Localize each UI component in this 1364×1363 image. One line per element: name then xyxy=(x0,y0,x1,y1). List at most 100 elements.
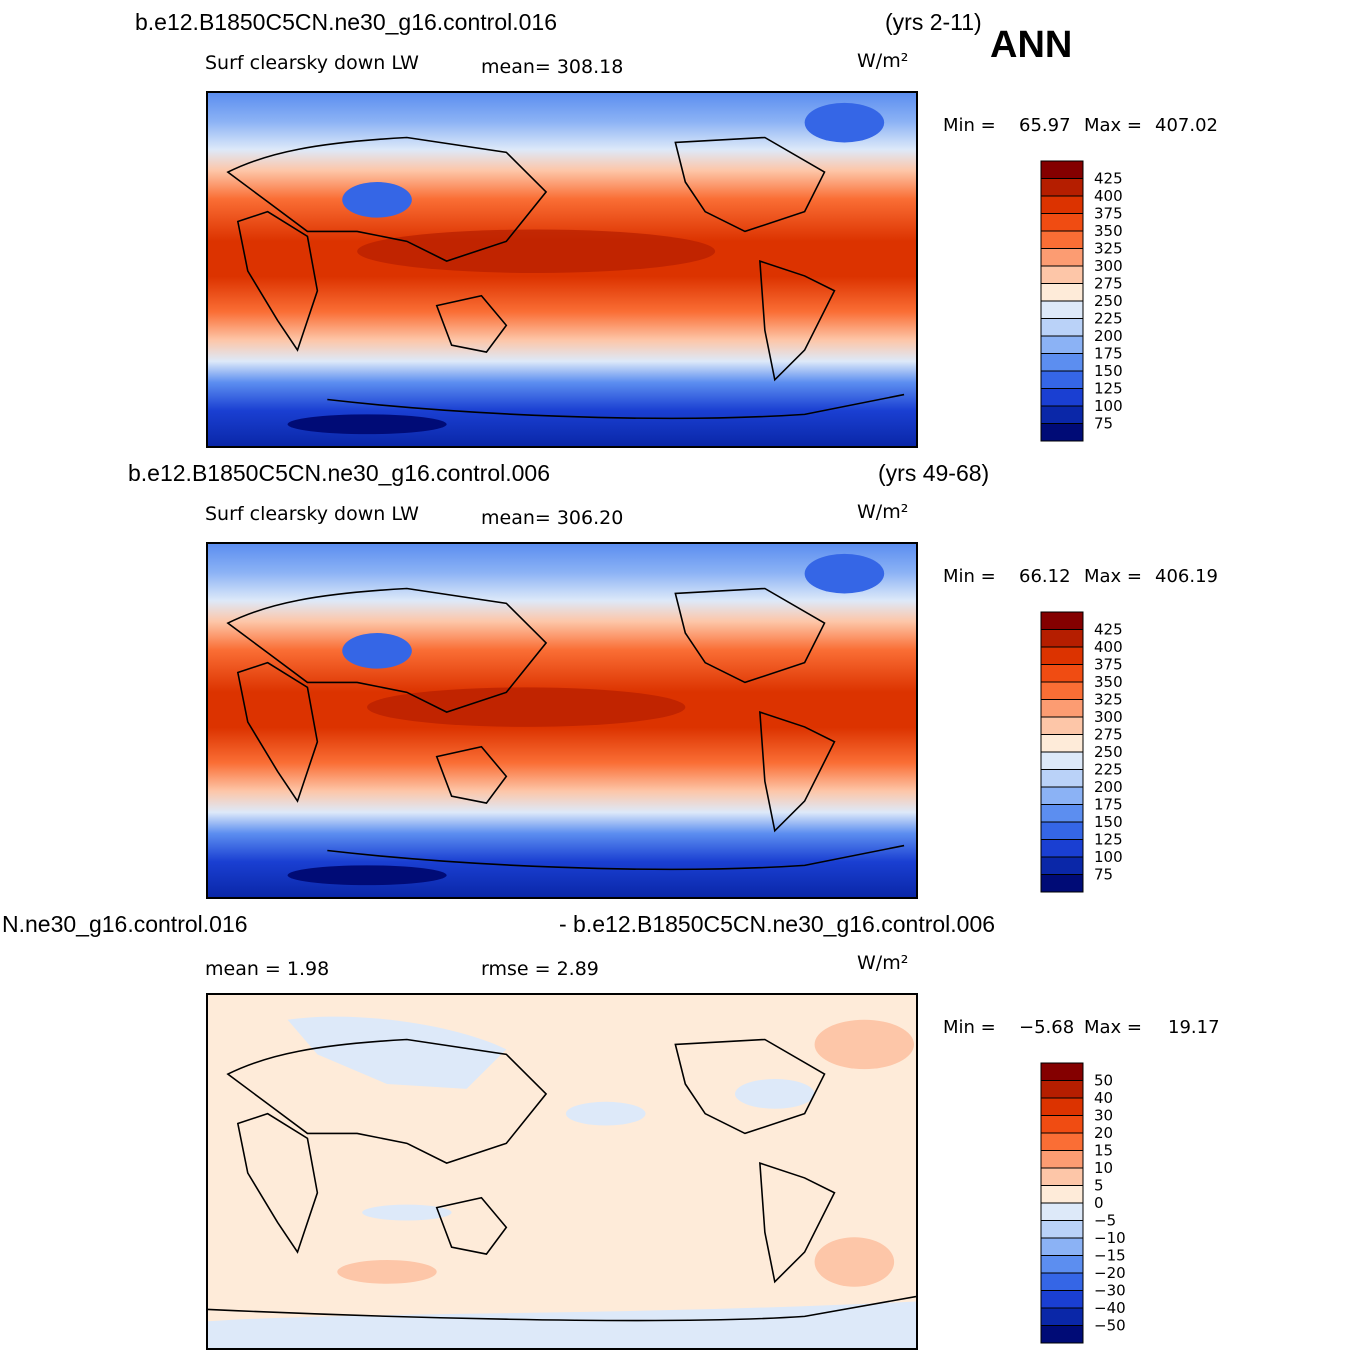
panel2-map xyxy=(206,542,918,899)
colorbar-box xyxy=(1040,716,1084,735)
colorbar-tick-label: 275 xyxy=(1094,726,1123,744)
colorbar-box xyxy=(1040,646,1084,665)
panel3-case-title-left: N.ne30_g16.control.016 xyxy=(2,911,248,937)
panel1-min-label: Min = xyxy=(943,115,996,136)
colorbar-box xyxy=(1040,1255,1084,1274)
colorbar-box xyxy=(1040,1097,1084,1116)
panel3-units: W/m² xyxy=(857,952,909,974)
colorbar-box xyxy=(1040,664,1084,683)
colorbar-tick-label: 20 xyxy=(1094,1124,1113,1142)
colorbar-box xyxy=(1040,699,1084,718)
panel3-rmse: rmse = 2.89 xyxy=(481,958,599,980)
colorbar-tick-label: −30 xyxy=(1094,1282,1126,1300)
colorbar-box xyxy=(1040,856,1084,875)
colorbar-tick-label: −15 xyxy=(1094,1247,1126,1265)
colorbar-box xyxy=(1040,1150,1084,1169)
colorbar-tick-label: 375 xyxy=(1094,656,1123,674)
colorbar-box xyxy=(1040,335,1084,354)
colorbar-tick-label: 300 xyxy=(1094,708,1123,726)
panel3-min-label: Min = xyxy=(943,1017,996,1038)
panel3-max-value: 19.17 xyxy=(1168,1017,1220,1038)
colorbar-box xyxy=(1040,405,1084,424)
panel2-case-title: b.e12.B1850C5CN.ne30_g16.control.006 xyxy=(128,460,550,486)
colorbar-box xyxy=(1040,230,1084,249)
panel3-map xyxy=(206,993,918,1350)
colorbar-box xyxy=(1040,195,1084,214)
colorbar-box xyxy=(1040,804,1084,823)
colorbar-box xyxy=(1040,1307,1084,1326)
panel2-max-value: 406.19 xyxy=(1155,566,1218,587)
panel2-variable: Surf clearsky down LW xyxy=(205,503,419,525)
panel1-max-value: 407.02 xyxy=(1155,115,1218,136)
colorbar-tick-label: −40 xyxy=(1094,1299,1126,1317)
colorbar-box xyxy=(1040,1272,1084,1291)
colorbar-box xyxy=(1040,821,1084,840)
colorbar-box xyxy=(1040,248,1084,267)
colorbar-box xyxy=(1040,160,1084,179)
colorbar-box xyxy=(1040,839,1084,858)
colorbar-tick-label: 15 xyxy=(1094,1142,1113,1160)
colorbar-box xyxy=(1040,283,1084,302)
colorbar-tick-label: 275 xyxy=(1094,275,1123,293)
colorbar-tick-label: 150 xyxy=(1094,813,1123,831)
colorbar-box xyxy=(1040,388,1084,407)
colorbar-tick-label: 250 xyxy=(1094,743,1123,761)
colorbar-tick-label: 350 xyxy=(1094,222,1123,240)
colorbar-box xyxy=(1040,734,1084,753)
colorbar-tick-label: 225 xyxy=(1094,761,1123,779)
panel2-colorbar: 4254003753503253002752502252001751501251… xyxy=(1040,611,1123,893)
colorbar-tick-label: 325 xyxy=(1094,240,1123,258)
colorbar-box xyxy=(1040,1220,1084,1239)
colorbar-tick-label: 400 xyxy=(1094,187,1123,205)
panel2-min-label: Min = xyxy=(943,566,996,587)
colorbar-box xyxy=(1040,318,1084,337)
colorbar-box xyxy=(1040,1202,1084,1221)
panel1-colorbar: 4254003753503253002752502252001751501251… xyxy=(1040,160,1123,442)
colorbar-tick-label: 30 xyxy=(1094,1107,1113,1125)
panel2-mean: mean= 306.20 xyxy=(481,507,624,529)
colorbar-box xyxy=(1040,1132,1084,1151)
colorbar-box xyxy=(1040,629,1084,648)
colorbar-tick-label: 200 xyxy=(1094,327,1123,345)
colorbar-tick-label: 0 xyxy=(1094,1194,1104,1212)
colorbar-tick-label: 75 xyxy=(1094,866,1113,884)
colorbar-tick-label: 325 xyxy=(1094,691,1123,709)
colorbar-tick-label: 175 xyxy=(1094,796,1123,814)
colorbar-box xyxy=(1040,681,1084,700)
colorbar-tick-label: 175 xyxy=(1094,345,1123,363)
colorbar-box xyxy=(1040,874,1084,893)
colorbar-tick-label: 50 xyxy=(1094,1072,1113,1090)
season-label: ANN xyxy=(990,24,1073,66)
colorbar-tick-label: 400 xyxy=(1094,638,1123,656)
panel1-max-label: Max = xyxy=(1084,115,1143,136)
colorbar-box xyxy=(1040,1290,1084,1309)
colorbar-box xyxy=(1040,1167,1084,1186)
colorbar-tick-label: 425 xyxy=(1094,170,1123,188)
colorbar-box xyxy=(1040,1080,1084,1099)
colorbar-tick-label: 100 xyxy=(1094,397,1123,415)
colorbar-box xyxy=(1040,300,1084,319)
panel3-case-title-right: - b.e12.B1850C5CN.ne30_g16.control.006 xyxy=(559,911,996,937)
colorbar-tick-label: 125 xyxy=(1094,831,1123,849)
colorbar-box xyxy=(1040,1115,1084,1134)
panel3-min-value: −5.68 xyxy=(1019,1017,1075,1038)
colorbar-box xyxy=(1040,213,1084,232)
colorbar-tick-label: 225 xyxy=(1094,310,1123,328)
colorbar-tick-label: −10 xyxy=(1094,1229,1126,1247)
colorbar-tick-label: 200 xyxy=(1094,778,1123,796)
colorbar-box xyxy=(1040,353,1084,372)
colorbar-box xyxy=(1040,178,1084,197)
panel2-units: W/m² xyxy=(857,501,909,523)
panel1-years: (yrs 2-11) xyxy=(885,9,982,35)
colorbar-tick-label: 375 xyxy=(1094,205,1123,223)
colorbar-tick-label: −50 xyxy=(1094,1317,1126,1335)
colorbar-tick-label: −5 xyxy=(1094,1212,1116,1230)
colorbar-tick-label: 75 xyxy=(1094,415,1113,433)
panel2-min-value: 66.12 xyxy=(1019,566,1071,587)
panel2-years: (yrs 49-68) xyxy=(878,460,990,486)
colorbar-box xyxy=(1040,370,1084,389)
colorbar-tick-label: 5 xyxy=(1094,1177,1104,1195)
colorbar-tick-label: 125 xyxy=(1094,380,1123,398)
colorbar-box xyxy=(1040,265,1084,284)
